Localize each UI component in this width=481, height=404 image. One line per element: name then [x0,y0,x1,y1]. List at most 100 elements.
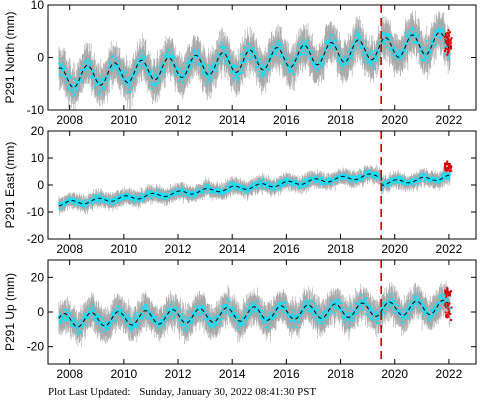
data-point [302,48,305,50]
rapid-point [449,39,452,42]
data-point [126,91,129,94]
data-point [67,199,69,202]
data-point [182,193,185,195]
data-point [325,42,328,45]
data-point [247,48,250,51]
data-point [136,68,138,70]
data-point [160,71,162,74]
data-point [188,195,190,198]
data-point [174,62,177,65]
data-point [407,33,409,36]
data-point [252,182,255,185]
data-point [164,194,166,197]
data-point [174,72,176,74]
data-point [213,64,215,67]
data-point [138,65,140,67]
data-point [346,63,349,65]
data-point [93,69,96,72]
data-point [152,82,155,85]
data-point [115,65,118,68]
data-point [222,47,225,50]
data-point [212,62,215,64]
data-point [190,55,192,58]
data-point [374,58,377,60]
data-point [412,27,414,29]
data-point [122,80,125,82]
data-point [172,190,175,193]
data-point [408,39,411,42]
data-point [210,71,213,73]
data-point [114,197,117,200]
data-point [229,188,232,191]
data-point [242,54,245,57]
data-point [200,191,203,194]
data-point [73,201,75,204]
data-point [201,61,203,64]
data-point [137,63,139,66]
data-point [106,84,109,86]
data-point [247,190,249,193]
data-point [165,194,168,197]
data-point [89,201,92,203]
data-point [280,44,283,47]
data-point [100,192,103,195]
data-point [121,198,124,201]
data-point [364,53,367,55]
rapid-point [446,32,449,35]
data-point [274,48,276,51]
data-point [112,66,115,69]
data-point [194,193,197,196]
data-point [329,38,331,41]
data-point [202,74,205,76]
data-point [231,182,234,184]
data-point [148,193,151,195]
data-point [186,64,189,67]
data-point [242,186,244,189]
data-point [80,81,83,84]
data-point [232,186,235,188]
data-point [225,57,228,60]
data-point [212,69,214,72]
data-point [84,66,87,69]
data-point [255,187,257,190]
data-point [377,56,380,59]
data-point [222,192,225,195]
data-point [284,51,286,54]
data-point [374,56,376,59]
data-point [186,192,189,195]
data-point [113,202,115,204]
data-point [99,195,102,197]
data-point [295,68,297,70]
data-point [306,53,309,55]
data-point [359,35,362,38]
data-point [348,51,350,53]
data-point [83,205,86,207]
data-point [88,63,91,65]
data-point [60,65,63,68]
data-point [200,63,203,66]
data-point [423,51,425,54]
data-point [67,201,70,204]
data-point [219,55,222,57]
data-point [108,61,110,63]
data-point [240,68,243,70]
data-point [65,79,67,81]
data-point [58,73,61,76]
data-point [364,51,367,54]
data-point [211,192,213,194]
data-point [97,200,100,203]
data-point [341,58,344,61]
data-point [192,192,194,194]
data-point [137,200,140,203]
data-point [249,185,252,188]
data-point [172,57,174,59]
data-point [197,63,200,66]
data-point [260,75,263,78]
rapid-point [449,46,452,49]
data-point [151,87,154,90]
data-point [422,53,425,55]
data-point [79,199,81,201]
data-point [72,203,74,205]
data-point [192,51,195,53]
data-point [82,74,85,76]
